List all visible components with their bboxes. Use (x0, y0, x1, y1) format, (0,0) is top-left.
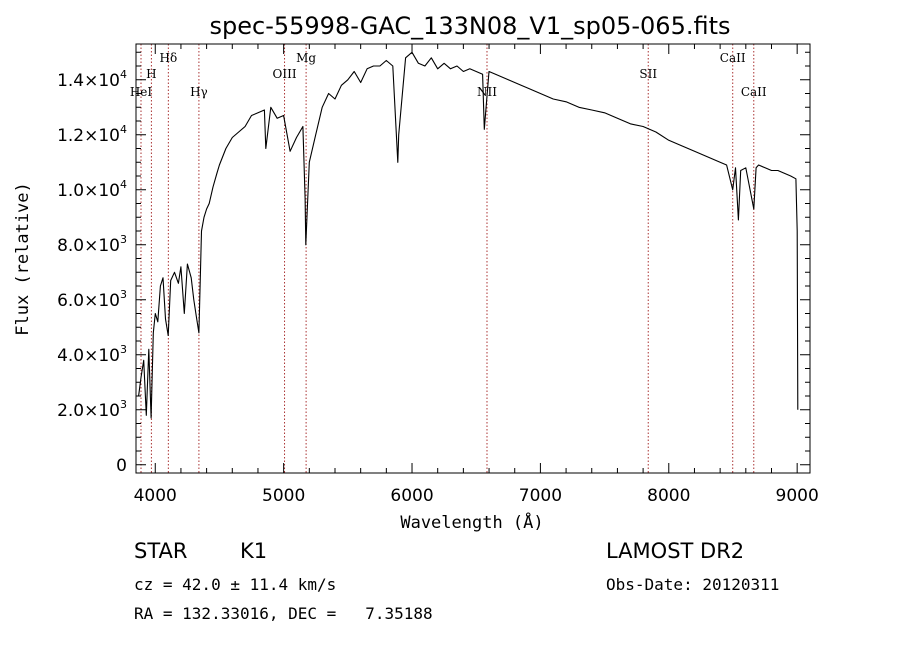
line-marker-label: Hδ (160, 51, 178, 65)
line-marker-label: HeI (130, 85, 153, 99)
line-marker-label: Hγ (190, 85, 208, 99)
line-marker-label: H (146, 67, 156, 81)
plot-frame (135, 43, 811, 474)
y-tick-label: 4.0×103 (57, 343, 127, 366)
x-tick-label: 6000 (390, 486, 433, 506)
y-tick-label: 0 (116, 456, 127, 476)
x-tick-label: 7000 (519, 486, 562, 506)
y-tick-label: 1.4×104 (57, 68, 127, 91)
observation-date: Obs-Date: 20120311 (606, 575, 780, 594)
x-tick-label: 4000 (134, 486, 177, 506)
y-tick-label: 1.2×104 (57, 123, 127, 146)
object-subclass: K1 (240, 539, 268, 563)
x-tick-label: 9000 (776, 486, 819, 506)
y-tick-label: 6.0×103 (57, 288, 127, 311)
coordinates: RA = 132.33016, DEC = 7.35188 (134, 604, 433, 623)
x-axis-ticks: 4000 5000 6000 7000 8000 9000 (134, 44, 819, 506)
y-axis-label: Flux (relative) (13, 182, 33, 336)
chart-title: spec-55998-GAC_133N08_V1_sp05-065.fits (210, 12, 731, 40)
survey-name: LAMOST DR2 (606, 539, 745, 563)
line-marker-label: SII (639, 67, 657, 81)
x-tick-label: 5000 (262, 486, 305, 506)
spectrum-series-line (138, 51, 799, 419)
y-tick-label: 8.0×103 (57, 233, 127, 256)
redshift-velocity: cz = 42.0 ± 11.4 km/s (134, 575, 337, 594)
x-tick-label: 8000 (647, 486, 690, 506)
x-axis-label: Wavelength (Å) (400, 511, 543, 533)
plot-area (138, 51, 799, 419)
line-marker-label: CaII (741, 85, 767, 99)
y-tick-label: 2.0×103 (57, 398, 127, 421)
y-axis-ticks: 0 2.0×103 4.0×103 6.0×103 8.0×103 1.0×104 1.2×… (57, 51, 810, 476)
y-tick-label: 1.0×104 (57, 178, 127, 201)
line-marker-label: Mg (296, 51, 316, 65)
line-marker-label: OIII (273, 67, 297, 81)
object-class: STAR (134, 539, 188, 563)
line-marker-label: CaII (720, 51, 746, 65)
